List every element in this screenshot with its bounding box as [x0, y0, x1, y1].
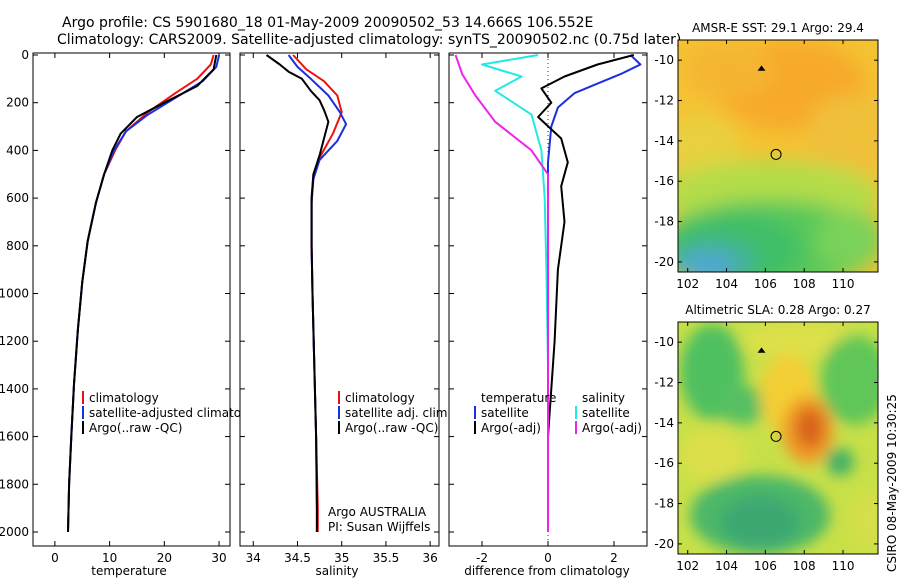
salinity-xlabel: salinity — [315, 564, 358, 578]
salinity-axes-box — [239, 52, 440, 547]
x-tick-label: 36 — [423, 551, 438, 565]
y-tick-label: 800 — [6, 239, 29, 253]
legend-item-climatology: climatology — [89, 391, 159, 405]
sst-map-panel: AMSR-E SST: 29.1 Argo: 29.4 102 104 106 108… — [654, 21, 879, 291]
map-y-tick-label: -20 — [654, 537, 674, 551]
map-x-tick-label: 108 — [793, 277, 816, 291]
map-y-tick-label: -16 — [654, 174, 674, 188]
x-tick-label: 20 — [157, 551, 172, 565]
map-x-tick-label: 108 — [793, 559, 816, 573]
sla-map-title: Altimetric SLA: 0.28 Argo: 0.27 — [685, 303, 870, 317]
legend-header-salinity: salinity — [582, 391, 625, 405]
map-x-tick-label: 110 — [832, 277, 855, 291]
legend-item-satellite-adj: satellite adj. clim. — [345, 406, 451, 420]
sst-map-title: AMSR-E SST: 29.1 Argo: 29.4 — [692, 21, 864, 35]
previous-position-marker — [757, 347, 766, 353]
sla-map-panel: Altimetric SLA: 0.28 Argo: 0.27 102 104 10… — [654, 303, 879, 573]
y-tick-label: 1000 — [0, 287, 29, 301]
y-tick-label: 1400 — [0, 382, 29, 396]
x-tick-label: 2 — [610, 551, 618, 565]
x-tick-label: 35.5 — [373, 551, 400, 565]
map-y-tick-label: -16 — [654, 456, 674, 470]
x-tick-label: 10 — [102, 551, 117, 565]
x-tick-label: 0 — [544, 551, 552, 565]
x-tick-label: 34 — [246, 551, 261, 565]
difference-legend: temperature satellite Argo(-adj) salinit… — [474, 391, 642, 435]
legend-item-satellite-adjusted: satellite-adjusted climatology — [89, 406, 267, 420]
x-tick-label: 34.5 — [284, 551, 311, 565]
map-y-tick-label: -14 — [654, 416, 674, 430]
map-x-tick-label: 104 — [715, 277, 738, 291]
map-x-tick-label: 106 — [754, 559, 777, 573]
map-y-tick-label: -18 — [654, 215, 674, 229]
y-tick-label: 1600 — [0, 430, 29, 444]
legend-item-argo: Argo(..raw -QC) — [345, 421, 438, 435]
argo-owner-annotation: Argo AUSTRALIA — [328, 505, 427, 519]
map-x-tick-label: 106 — [754, 277, 777, 291]
legend-item-temp-satellite: satellite — [481, 406, 529, 420]
temperature-legend: climatology satellite-adjusted climatolo… — [82, 391, 267, 435]
x-tick-label: -2 — [476, 551, 488, 565]
map-x-tick-label: 104 — [715, 559, 738, 573]
sst-heatmap — [678, 40, 878, 272]
creation-stamp: CSIRO 08-May-2009 10:30:25 — [885, 394, 899, 572]
series-line-argo-raw-qc- — [67, 54, 218, 533]
legend-item-temp-argo: Argo(-adj) — [481, 421, 541, 435]
temperature-axes-box — [32, 52, 231, 547]
sst-map-frame — [677, 39, 879, 273]
map-y-tick-label: -20 — [654, 255, 674, 269]
salinity-panel: 34 34.5 35 35.5 36 salinity climatology sate… — [239, 52, 451, 578]
salinity-legend: climatology satellite adj. clim. Argo(..… — [338, 391, 451, 435]
sla-heatmap — [678, 322, 878, 554]
legend-header-temperature: temperature — [481, 391, 556, 405]
map-y-tick-label: -18 — [654, 497, 674, 511]
y-tick-label: 0 — [21, 48, 29, 62]
legend-item-sal-satellite: satellite — [582, 406, 630, 420]
map-x-tick-label: 110 — [832, 559, 855, 573]
argo-position-marker — [770, 430, 782, 442]
argo-position-marker — [770, 148, 782, 160]
pi-annotation: PI: Susan Wijffels — [328, 520, 430, 534]
y-tick-label: 2000 — [0, 525, 29, 539]
difference-xlabel: difference from climatology — [464, 564, 630, 578]
series-line-argo-raw-qc- — [265, 54, 330, 532]
previous-position-marker — [757, 65, 766, 71]
map-y-tick-label: -14 — [654, 134, 674, 148]
y-tick-label: 200 — [6, 96, 29, 110]
map-x-tick-label: 102 — [676, 559, 699, 573]
map-x-tick-label: 102 — [676, 277, 699, 291]
difference-panel: -2 0 2 difference from climatology tempera… — [448, 52, 648, 578]
sla-map-frame — [677, 321, 879, 555]
legend-item-argo: Argo(..raw -QC) — [89, 421, 182, 435]
map-y-tick-label: -10 — [654, 53, 674, 67]
x-tick-label: 35 — [334, 551, 349, 565]
y-tick-label: 600 — [6, 191, 29, 205]
temperature-panel: 0 10 20 30 0 200 400 600 800 1000 1200 1400 1600 1800… — [0, 48, 267, 578]
map-y-tick-label: -12 — [654, 376, 674, 390]
figure-title-line1: Argo profile: CS 5901680_18 01-May-2009 … — [62, 15, 593, 31]
legend-item-sal-argo: Argo(-adj) — [582, 421, 642, 435]
map-y-tick-label: -10 — [654, 335, 674, 349]
y-tick-label: 1800 — [0, 477, 29, 491]
legend-item-climatology: climatology — [345, 391, 415, 405]
y-tick-label: 400 — [6, 143, 29, 157]
series-line-salinity-argo-adj- — [454, 54, 549, 532]
x-tick-label: 30 — [211, 551, 226, 565]
temperature-xlabel: temperature — [91, 564, 166, 578]
figure-title-line2: Climatology: CARS2009. Satellite-adjuste… — [57, 32, 681, 48]
x-tick-label: 0 — [51, 551, 59, 565]
y-tick-label: 1200 — [0, 334, 29, 348]
series-line-temperature-argo-adj- — [537, 54, 635, 532]
map-y-tick-label: -12 — [654, 94, 674, 108]
